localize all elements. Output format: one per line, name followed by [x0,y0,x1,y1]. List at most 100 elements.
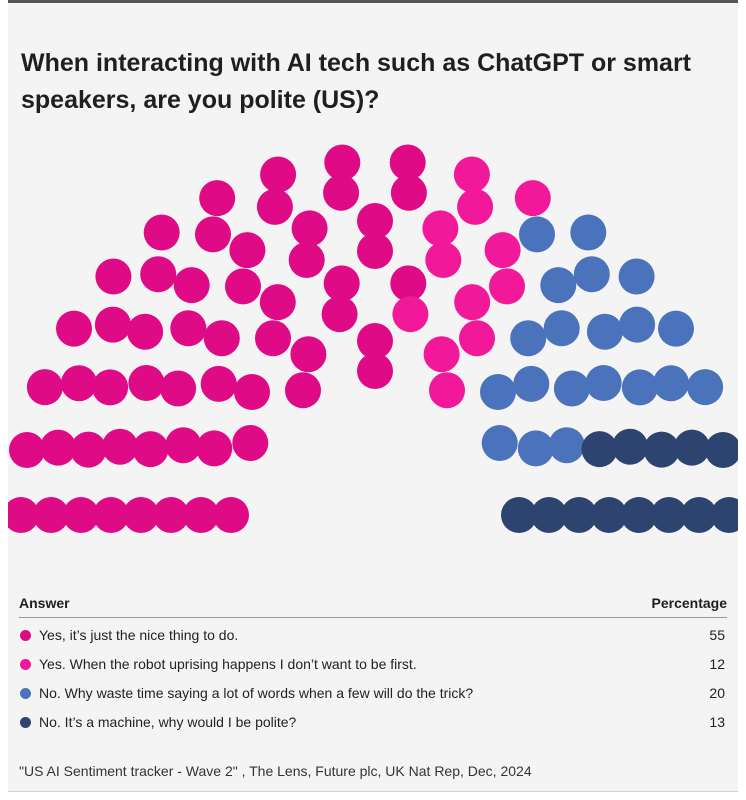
legend-row-nice-thing: Yes, it’s just the nice thing to do. 55 [19,626,727,648]
seat-dot-series-3 [621,369,658,406]
seat-dot-series-1 [140,256,177,293]
seat-dot-series-1 [323,174,360,211]
legend-row-machine: No. It’s a machine, why would I be polit… [19,713,727,735]
seat-dot-series-1 [203,320,240,357]
seat-dot-series-3 [585,365,622,401]
legend-value: 20 [709,685,725,701]
seat-dot-series-4 [591,497,627,533]
seat-dot-series-1 [153,497,189,533]
seat-dot-series-1 [323,265,360,302]
seat-dot-series-1 [183,497,219,533]
legend-header-percentage: Percentage [651,595,727,611]
seat-dot-series-1 [357,233,393,269]
seat-dot-series-1 [56,310,92,347]
seat-dot-series-1 [33,497,69,533]
seat-dot-series-1 [324,144,361,181]
seat-dot-series-4 [643,431,680,468]
seat-dot-series-2 [457,188,494,225]
seat-dot-series-1 [173,267,210,304]
seat-dot-series-2 [459,320,495,357]
legend-header: Answer Percentage [19,591,727,618]
seat-dot-series-1 [321,296,358,333]
chart-card: When interacting with AI tech such as Ch… [8,0,738,792]
legend-row-robot-uprising: Yes. When the robot uprising happens I d… [19,655,727,677]
seat-dot-series-3 [510,320,547,357]
chart-title: When interacting with AI tech such as Ch… [21,49,692,114]
seat-dot-series-4 [581,431,618,468]
seat-dot-series-1 [196,430,233,467]
seat-dot-series-1 [357,203,393,239]
seat-dot-series-1 [8,497,39,533]
legend-row-waste-time: No. Why waste time saying a lot of words… [19,684,727,706]
seat-dot-series-1 [61,365,97,402]
seat-dot-series-4 [705,432,738,468]
seat-dot-series-3 [517,430,554,467]
legend-dot [20,688,31,699]
legend-label: Yes, it’s just the nice thing to do. [39,627,239,643]
seat-dot-series-1 [357,353,393,389]
seat-dot-series-1 [70,431,107,468]
seat-dot-series-1 [143,214,180,251]
legend-dot [20,659,31,670]
legend-label: Yes. When the robot uprising happens I d… [39,656,417,672]
seat-dot-series-1 [232,425,269,461]
seat-dot-series-2 [454,284,491,321]
seat-dot-series-3 [480,374,516,410]
seat-dot-series-4 [561,497,597,533]
seat-dot-series-2 [429,372,465,409]
seat-dot-series-1 [234,374,270,410]
seat-dot-series-3 [553,370,590,407]
seat-dot-series-1 [165,427,202,464]
seat-dot-series-3 [573,256,610,293]
seat-dot-series-1 [95,258,132,295]
legend-dot [20,630,31,641]
seat-dot-series-4 [501,497,537,533]
seat-dot-series-1 [93,497,129,533]
seat-dot-series-1 [256,188,293,225]
seat-dot-series-1 [213,497,249,533]
seat-dot-series-2 [422,210,459,247]
seat-dot-series-4 [711,497,738,533]
seat-dot-series-2 [514,180,551,217]
legend-header-answer: Answer [19,595,70,611]
seat-dot-series-1 [160,370,197,407]
seat-dot-series-4 [673,429,710,466]
seat-dot-series-4 [531,497,567,533]
seat-dot-series-1 [199,180,236,217]
seat-dot-series-1 [63,497,99,533]
seat-dot-series-3 [586,313,623,350]
seat-dot-series-2 [489,268,525,305]
seat-dot-series-1 [132,431,169,468]
seat-dot-series-2 [453,156,490,193]
seat-dot-series-1 [92,369,129,406]
seat-dot-series-3 [687,369,724,406]
seat-dot-series-3 [618,258,655,295]
seat-dot-series-1 [94,306,131,343]
seat-dot-series-1 [200,365,237,402]
seat-dot-series-4 [612,428,648,465]
seat-dot-series-2 [423,336,460,373]
seat-dot-series-1 [389,144,426,181]
seat-dot-series-1 [40,429,77,466]
seat-dot-series-1 [9,432,45,468]
seat-dot-series-3 [513,365,550,402]
seat-dot-series-3 [481,425,518,461]
seat-dot-series-3 [653,365,689,402]
seat-dot-series-1 [26,369,63,406]
legend-dot [20,717,31,728]
legend-value: 55 [709,627,725,643]
seat-dot-series-3 [543,310,580,347]
seat-dot-series-1 [255,320,291,357]
source-note: "US AI Sentiment tracker - Wave 2" , The… [19,763,532,779]
seat-dot-series-3 [540,267,577,304]
seat-dot-series-1 [102,428,138,465]
parliament-chart [8,144,738,533]
seat-dot-series-1 [390,174,427,211]
legend-value: 12 [709,656,725,672]
seat-dot-series-1 [285,372,321,409]
legend-label: No. It’s a machine, why would I be polit… [39,714,297,730]
seat-dot-series-3 [570,214,607,251]
seat-dot-series-1 [127,313,164,350]
seat-dot-series-1 [229,232,266,269]
seat-dot-series-4 [621,497,657,533]
